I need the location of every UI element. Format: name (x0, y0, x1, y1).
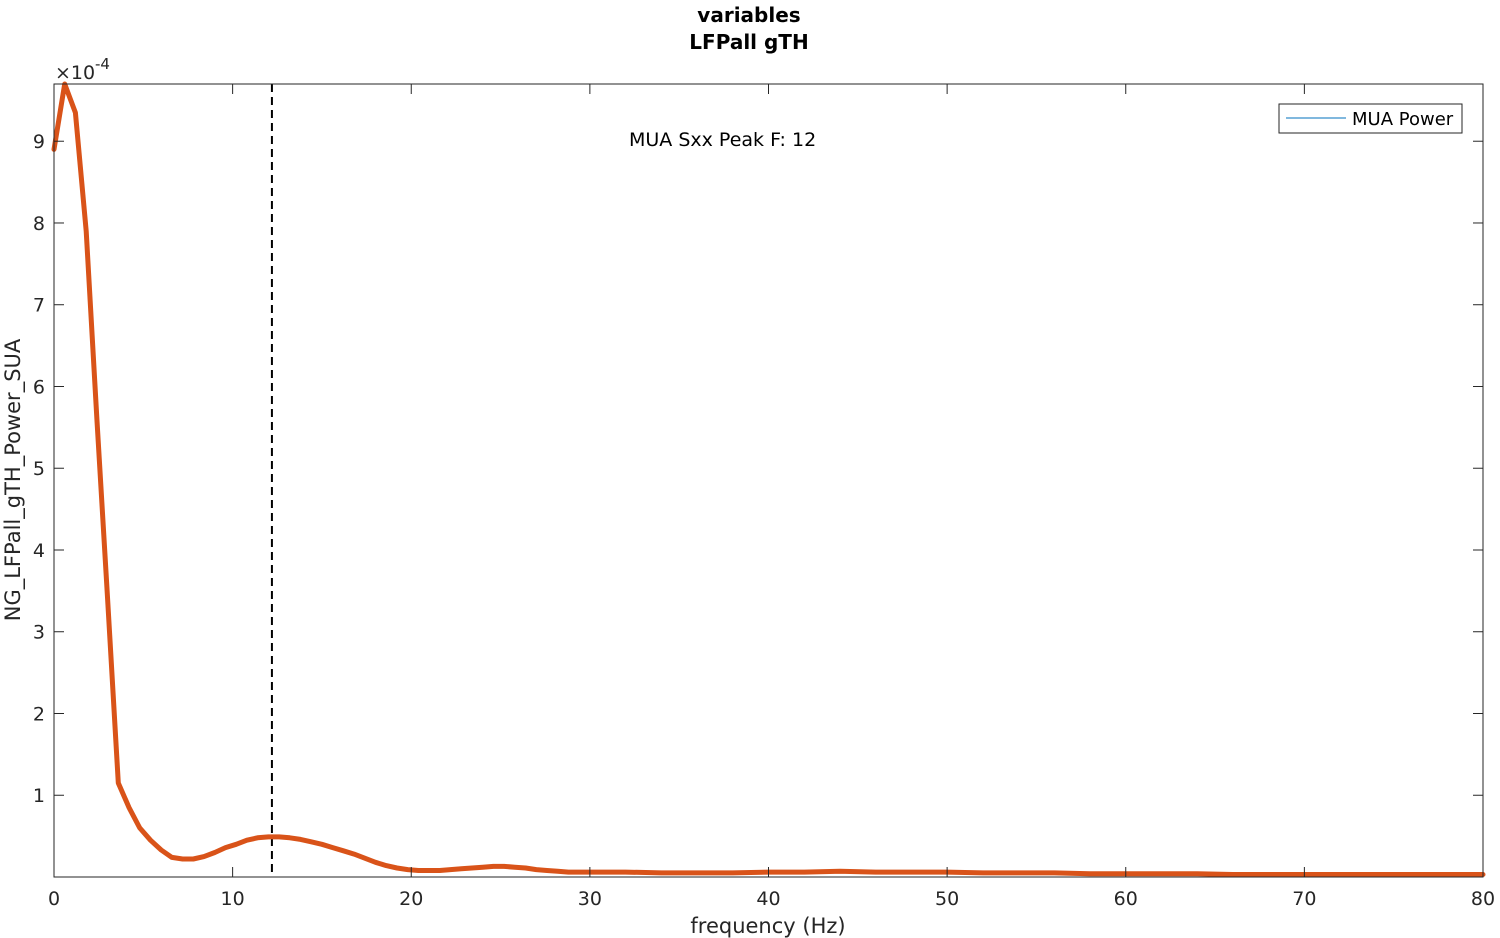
x-tick-label: 0 (48, 888, 60, 910)
x-tick-label: 70 (1292, 888, 1316, 910)
plot-area (54, 84, 1483, 877)
y-tick-label: 8 (33, 213, 45, 235)
plot-marks (51, 81, 1486, 877)
title-line-2: LFPall gTH (689, 30, 808, 54)
x-tick-label: 40 (756, 888, 780, 910)
y-tick-label: 2 (33, 703, 45, 725)
y-tick-label: 3 (33, 622, 45, 644)
chart-title: variables LFPall gTH (689, 3, 808, 54)
y-tick-label: 7 (33, 295, 45, 317)
x-tick-label: 80 (1471, 888, 1495, 910)
x-tick-label: 30 (578, 888, 602, 910)
y-tick-label: 1 (33, 785, 45, 807)
axis-ticks: 0 10 20 30 40 50 60 70 80 1 2 3 4 5 6 7 8 9 (33, 84, 1495, 910)
x-tick-label: 10 (221, 888, 245, 910)
title-line-1: variables (697, 3, 800, 27)
y-tick-label: 6 (33, 376, 45, 398)
y-exponent-power: -4 (95, 55, 110, 73)
axes-box (53, 83, 1484, 878)
y-exponent-label: ×10 -4 (55, 55, 110, 84)
y-axis-label: NG_LFPall_gTH_Power_SUA (1, 338, 26, 621)
series-line-mua-power (51, 81, 1486, 877)
peak-annotation: MUA Sxx Peak F: 12 (629, 129, 816, 151)
x-axis-label: frequency (Hz) (690, 914, 845, 938)
y-tick-label: 5 (33, 458, 45, 480)
y-tick-label: 9 (33, 131, 45, 153)
y-tick-label: 4 (33, 540, 45, 562)
x-tick-label: 20 (399, 888, 423, 910)
y-exponent-base: ×10 (55, 62, 95, 84)
legend-label: MUA Power (1352, 109, 1454, 130)
legend: MUA Power (1278, 103, 1463, 134)
x-tick-label: 60 (1114, 888, 1138, 910)
x-tick-label: 50 (935, 888, 959, 910)
